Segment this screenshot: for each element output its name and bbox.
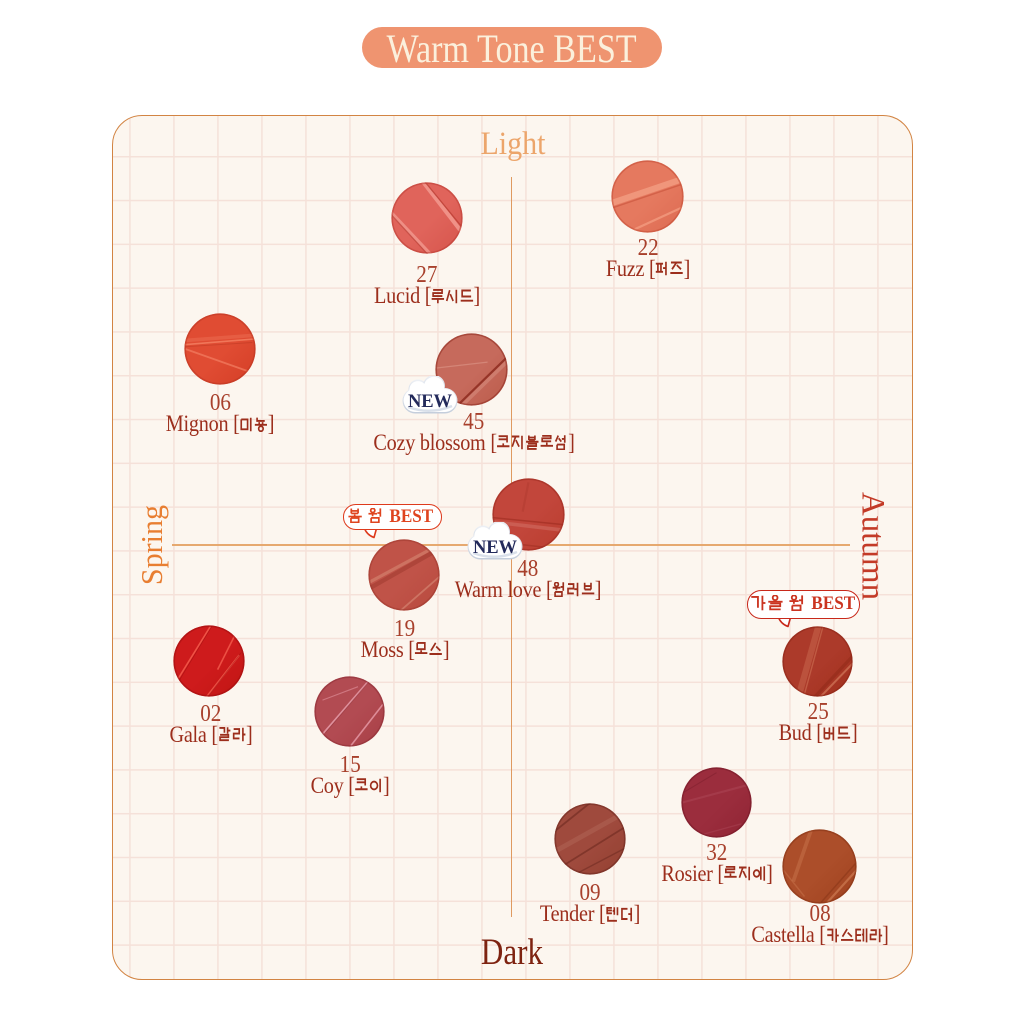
svg-text:NEW: NEW	[473, 538, 518, 558]
svg-text:NEW: NEW	[408, 392, 453, 412]
